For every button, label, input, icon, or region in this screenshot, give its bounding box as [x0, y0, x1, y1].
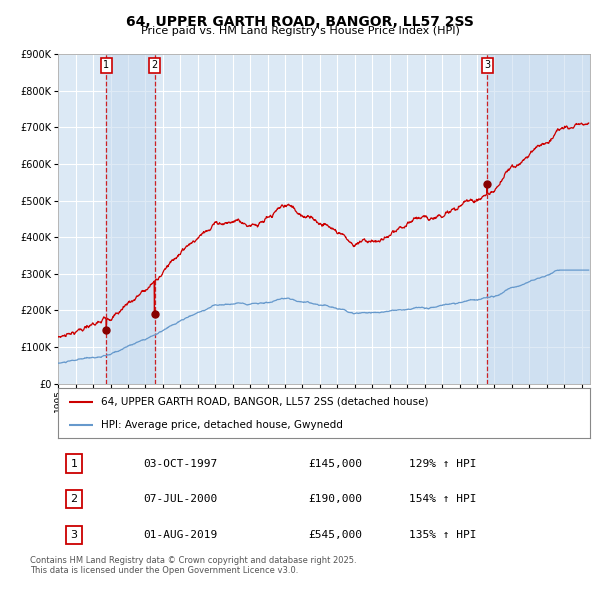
Text: 3: 3 [71, 530, 77, 540]
Text: 1: 1 [71, 458, 77, 468]
Text: 2: 2 [151, 60, 158, 70]
Text: £545,000: £545,000 [308, 530, 362, 540]
Text: This data is licensed under the Open Government Licence v3.0.: This data is licensed under the Open Gov… [30, 566, 298, 575]
Text: 154% ↑ HPI: 154% ↑ HPI [409, 494, 477, 504]
Text: 135% ↑ HPI: 135% ↑ HPI [409, 530, 477, 540]
Text: 2: 2 [71, 494, 78, 504]
Text: £145,000: £145,000 [308, 458, 362, 468]
Text: 64, UPPER GARTH ROAD, BANGOR, LL57 2SS (detached house): 64, UPPER GARTH ROAD, BANGOR, LL57 2SS (… [101, 396, 428, 407]
Text: Price paid vs. HM Land Registry's House Price Index (HPI): Price paid vs. HM Land Registry's House … [140, 26, 460, 36]
Text: Contains HM Land Registry data © Crown copyright and database right 2025.: Contains HM Land Registry data © Crown c… [30, 556, 356, 565]
Bar [106, 54, 155, 384]
Text: 3: 3 [484, 60, 490, 70]
Bar [487, 54, 590, 384]
Text: 03-OCT-1997: 03-OCT-1997 [143, 458, 218, 468]
Text: HPI: Average price, detached house, Gwynedd: HPI: Average price, detached house, Gwyn… [101, 420, 343, 430]
Text: 64, UPPER GARTH ROAD, BANGOR, LL57 2SS: 64, UPPER GARTH ROAD, BANGOR, LL57 2SS [126, 15, 474, 30]
Text: 1: 1 [103, 60, 109, 70]
Text: £190,000: £190,000 [308, 494, 362, 504]
Text: 01-AUG-2019: 01-AUG-2019 [143, 530, 218, 540]
Text: 07-JUL-2000: 07-JUL-2000 [143, 494, 218, 504]
Text: 129% ↑ HPI: 129% ↑ HPI [409, 458, 477, 468]
